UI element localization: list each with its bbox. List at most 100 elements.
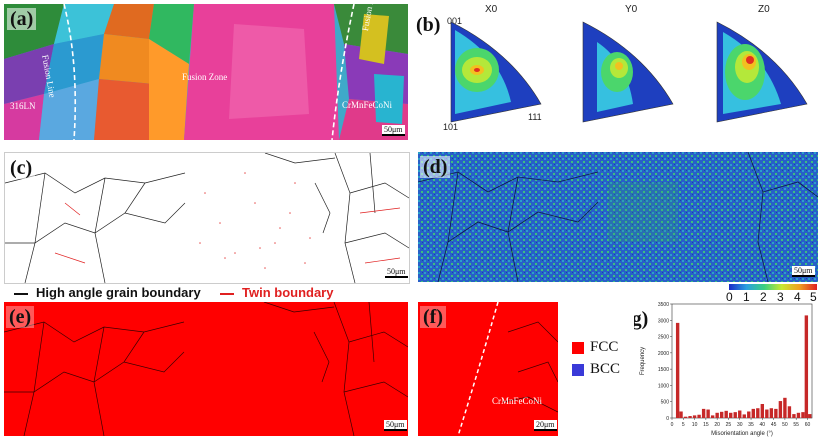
high-angle-boundary-label: High angle grain boundary	[36, 285, 201, 300]
y-tick-label: 1000	[658, 383, 669, 389]
twin-boundary-label: Twin boundary	[242, 285, 334, 300]
x-tick-label: 40	[760, 422, 766, 428]
ipf-map-image	[4, 4, 408, 140]
kam-colorbar	[729, 284, 817, 290]
corner-001-label: 001	[447, 16, 463, 26]
phase-map-image	[4, 302, 408, 436]
y-tick-label: 3500	[658, 302, 669, 308]
panel-b-label: (b)	[416, 14, 441, 36]
histogram-bar	[760, 403, 765, 418]
fusion-zone-label: Fusion Zone	[182, 72, 228, 82]
x-axis-label: Misorientation angle (°)	[711, 431, 773, 437]
x-tick-label: 15	[703, 422, 709, 428]
histogram-bar	[738, 410, 742, 418]
panel-a-ipf-map: (a) Fusion Line Fusion Zone Fusion Line …	[4, 4, 408, 140]
y-tick-label: 3000	[658, 318, 669, 324]
y-tick-label: 500	[661, 400, 670, 406]
colorbar-tick-3: 3	[777, 290, 784, 304]
ipf-title-x0: X0	[485, 4, 498, 15]
corner-111-label: 111	[528, 112, 542, 122]
histogram-bar	[706, 409, 710, 418]
histogram-bar	[697, 414, 701, 418]
x-tick-label: 50	[782, 422, 788, 428]
x-tick-label: 45	[771, 422, 777, 428]
panel-e-label: (e)	[6, 306, 35, 328]
histogram-bar	[804, 315, 809, 418]
fcc-label: FCC	[590, 339, 619, 355]
colorbar-tick-1: 1	[743, 290, 750, 304]
panel-d-scalebar: 50μm	[792, 266, 815, 277]
x-tick-label: 55	[793, 422, 799, 428]
histogram-bar	[701, 408, 706, 418]
material-316ln-label: 316LN	[10, 101, 36, 111]
x-tick-label: 60	[805, 422, 811, 428]
panel-a-label: (a)	[7, 8, 37, 30]
y-tick-label: 2000	[658, 351, 669, 357]
histogram-bar	[692, 415, 697, 418]
x-tick-label: 30	[737, 422, 743, 428]
x-tick-label: 20	[714, 422, 720, 428]
panel-b-inverse-pole-figures: (b) 001 101 111 X0 Y0 Z0	[413, 4, 817, 140]
high-angle-boundary-swatch	[14, 293, 28, 295]
twin-boundary-swatch	[220, 293, 234, 295]
colorbar-tick-5: 5	[810, 290, 817, 304]
kam-map-image	[418, 152, 818, 282]
histogram-plot-area	[671, 303, 813, 419]
x-tick-label: 35	[748, 422, 754, 428]
y-tick-label: 1500	[658, 367, 669, 373]
histogram-bar	[688, 416, 692, 418]
panel-f-phase-map-zoom: (f) CrMnFeCoNi 20μm	[418, 302, 558, 436]
panel-c-boundary-map: (c) 50μm	[4, 152, 410, 284]
histogram-bar	[774, 408, 778, 418]
histogram-bar	[808, 414, 812, 418]
histogram-bar	[724, 410, 728, 418]
panel-f-scalebar: 20μm	[534, 420, 557, 431]
ipf-title-z0: Z0	[758, 4, 770, 15]
histogram-bar	[765, 409, 769, 418]
histogram-bar	[751, 408, 755, 418]
ipf-title-y0: Y0	[625, 4, 638, 15]
x-tick-label: 0	[671, 422, 674, 428]
material-crmnfeconi-label: CrMnFeCoNi	[342, 100, 393, 110]
histogram-bar	[715, 412, 719, 418]
panel-c-label: (c)	[7, 157, 36, 179]
histogram-bar	[679, 411, 683, 418]
colorbar-tick-2: 2	[760, 290, 767, 304]
histogram-bar	[769, 408, 774, 418]
histogram-bar	[683, 416, 688, 418]
colorbar-tick-4: 4	[794, 290, 801, 304]
fcc-swatch	[572, 342, 584, 354]
ipf-triangles	[450, 21, 808, 123]
corner-101-label: 101	[443, 122, 459, 132]
panel-e-scalebar: 50μm	[384, 420, 407, 431]
histogram-bar	[729, 412, 733, 418]
panel-d-label: (d)	[420, 156, 451, 178]
panel-e-phase-map: (e) 50μm	[4, 302, 408, 436]
panel-f-material-label: CrMnFeCoNi	[492, 396, 543, 406]
histogram-bar	[742, 414, 746, 418]
histogram-chart: 0 500 1000 1500 2000 2500 3000 3500 0 5 10 15 20 25 30…	[640, 302, 813, 437]
panel-g-label: (g)	[634, 308, 649, 330]
histogram-bar	[756, 408, 760, 418]
histogram-bar	[783, 397, 787, 418]
histogram-bar	[719, 411, 724, 418]
panel-f-label: (f)	[420, 306, 446, 328]
y-tick-label: 2500	[658, 335, 669, 341]
histogram-bar	[796, 412, 801, 418]
boundary-map-image	[5, 153, 409, 283]
histogram-bar	[778, 401, 783, 418]
y-axis-label: Frequency	[640, 347, 646, 375]
histogram-bar	[792, 414, 796, 418]
bcc-swatch	[572, 364, 584, 376]
x-tick-label: 5	[682, 422, 685, 428]
histogram-bar	[733, 412, 737, 418]
bcc-label: BCC	[590, 361, 621, 377]
histogram-bar	[747, 411, 751, 418]
histogram-bar	[675, 322, 680, 418]
y-tick-label: 0	[666, 416, 669, 422]
histogram-bar	[801, 412, 805, 418]
panel-c-scalebar: 50μm	[385, 267, 408, 278]
panel-a-scalebar: 50μm	[382, 125, 405, 136]
phase-map-zoom-image	[457, 302, 558, 436]
histogram-bar	[787, 406, 792, 418]
